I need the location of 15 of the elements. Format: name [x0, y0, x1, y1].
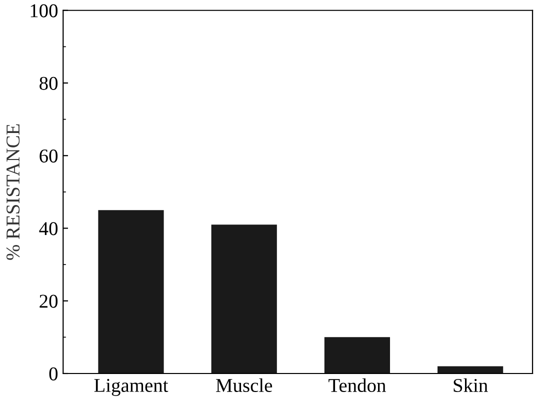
- x-tick-label: Muscle: [216, 378, 272, 392]
- x-tick-label: Tendon: [328, 378, 386, 392]
- bar: [98, 210, 164, 374]
- x-tick-label: Ligament: [94, 378, 168, 396]
- y-axis-title: % RESISTANCE: [6, 124, 20, 260]
- bar: [211, 224, 277, 374]
- y-tick-label: 80: [40, 76, 58, 90]
- y-tick-label: 40: [39, 222, 58, 236]
- y-tick-label: 60: [40, 149, 58, 163]
- x-tick-label: Skin: [454, 378, 488, 392]
- y-tick-label: 20: [40, 294, 58, 308]
- bar: [438, 366, 504, 374]
- y-tick-label: 0: [49, 367, 58, 380]
- y-tick-label: 100: [30, 4, 58, 18]
- bar: [324, 337, 390, 374]
